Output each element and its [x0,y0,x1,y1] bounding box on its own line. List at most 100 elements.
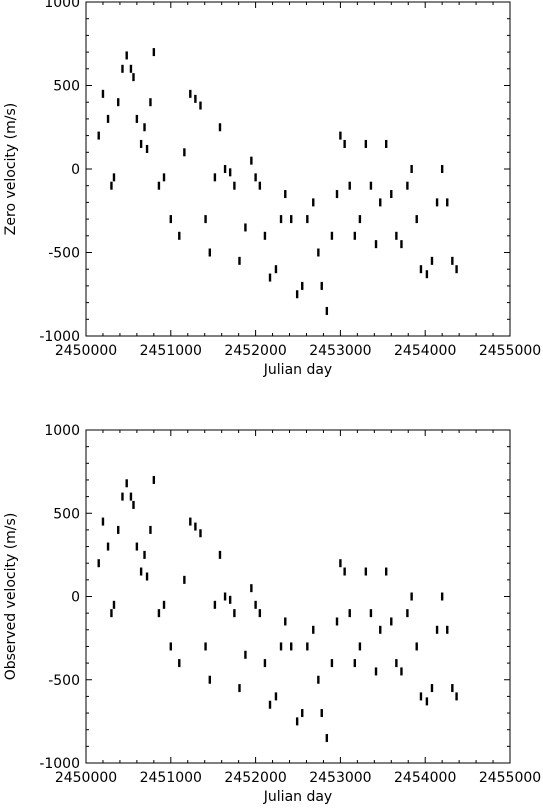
data-point [152,475,156,484]
y-tick-label: 0 [71,162,80,178]
data-point [358,215,362,224]
data-point [149,525,152,534]
data-point [364,567,368,576]
y-tick-label: 1000 [44,0,80,11]
data-point [106,114,110,123]
data-point [157,181,161,190]
data-point [169,215,172,224]
data-point [213,600,217,609]
data-point [348,609,351,618]
data-point [238,256,241,265]
data-point [358,642,362,651]
data-point [369,609,373,618]
data-point [295,717,299,726]
data-point [143,550,146,559]
data-point [143,123,146,132]
data-point [406,181,409,190]
data-point [254,173,257,182]
data-point [157,609,161,618]
data-point [178,231,181,240]
data-point [135,114,139,123]
y-tick-label: -1000 [39,756,80,772]
data-point [101,517,105,526]
data-point [132,500,135,509]
y-axis-label: Observed velocity (m/s) [3,513,19,681]
data-point [110,181,113,190]
data-point [213,173,217,182]
data-point [263,659,267,668]
data-point [125,51,128,60]
data-point [430,256,434,265]
data-point [139,139,143,148]
data-point [320,281,323,290]
data-point [204,642,207,651]
data-point [455,265,458,274]
data-point [208,248,212,257]
data-point [117,98,120,107]
y-tick-label: -500 [48,246,80,262]
data-point [97,559,100,568]
y-tick-label: 0 [71,590,80,606]
data-point [369,181,373,190]
data-point [455,692,458,701]
data-point [390,617,393,626]
x-tick-label: 2450000 [55,343,117,359]
data-point [430,684,434,693]
data-point [446,625,449,634]
data-point [317,675,320,684]
x-tick-label: 2451000 [140,770,202,786]
data-point [451,684,454,693]
data-point [183,575,186,584]
data-point [274,692,278,701]
data-point [317,248,320,257]
data-point [189,517,192,526]
x-tick-label: 2451000 [140,343,202,359]
data-point [250,584,253,593]
data-point [258,181,262,190]
data-point [339,559,342,568]
data-point [183,148,186,157]
data-point [110,609,113,618]
x-tick-label: 2454000 [394,343,456,359]
data-point [400,240,403,249]
data-point [330,659,334,668]
data-point [425,270,429,279]
data-point [145,572,149,581]
data-point [268,273,272,282]
data-point [395,231,398,240]
data-point [364,139,368,148]
observed-velocity-panel: 2450000 2451000 2452000 2453000 2454000 24550… [3,423,541,805]
data-point [274,265,278,274]
data-point [228,595,232,604]
data-point [390,190,393,199]
data-point [244,223,247,232]
data-point [199,101,202,110]
data-point [178,659,181,668]
data-point [343,567,346,576]
x-tick-label: 2453000 [309,343,371,359]
data-point [306,642,309,651]
data-point [415,215,418,224]
data-point [169,642,172,651]
x-tick-label: 2455000 [479,770,541,786]
data-point [162,173,166,182]
data-point [400,667,403,676]
data-point [132,73,135,82]
data-point [139,567,143,576]
data-point [135,542,139,551]
data-point [290,215,293,224]
y-tick-label: -500 [48,673,80,689]
data-point [263,231,267,240]
data-point [233,181,236,190]
data-point [312,198,315,207]
data-point [189,89,192,98]
data-point [379,198,382,207]
x-tick-label: 2452000 [224,770,286,786]
data-point [218,550,222,559]
x-tick-label: 2453000 [309,770,371,786]
data-point [223,592,227,601]
data-point [335,617,339,626]
data-point [194,94,197,103]
y-tick-label: -1000 [39,329,80,345]
